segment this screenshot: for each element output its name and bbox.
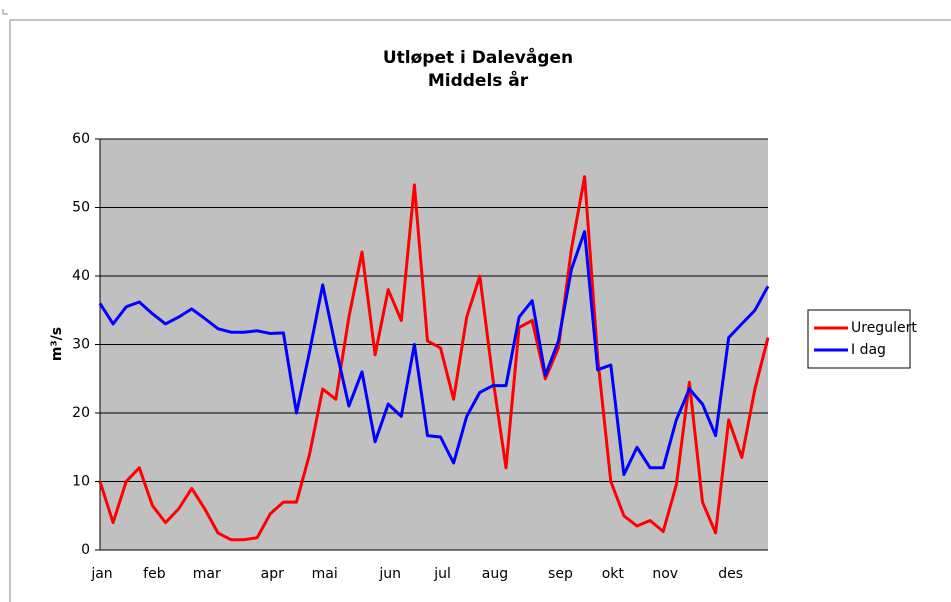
x-tick-label: okt — [602, 566, 625, 582]
x-tick-label: nov — [652, 566, 678, 582]
x-tick-label: aug — [482, 566, 508, 582]
x-tick-label: sep — [548, 566, 573, 582]
x-tick-label: mai — [312, 566, 338, 582]
series-line — [98, 230, 770, 477]
y-tick-label: 10 — [72, 474, 90, 490]
y-tick-label: 40 — [72, 268, 90, 284]
legend-label: I dag — [851, 342, 886, 358]
legend-box — [807, 309, 911, 369]
y-tick-label: 30 — [72, 337, 90, 353]
x-tick-label: jun — [378, 566, 401, 582]
legend-label: Uregulert — [851, 320, 917, 336]
chart-subtitle: Middels år — [428, 69, 529, 91]
x-tick-label: mar — [193, 566, 221, 582]
y-tick-label: 0 — [81, 542, 90, 558]
x-tick-label: jul — [433, 566, 451, 582]
chart-title: Utløpet i Dalevågen — [383, 46, 573, 68]
y-tick-label: 60 — [72, 131, 90, 147]
x-tick-label: feb — [143, 566, 166, 582]
series-line — [98, 175, 770, 542]
x-tick-label: des — [718, 566, 743, 582]
y-tick-label: 20 — [72, 405, 90, 421]
y-axis-label: m³/s — [49, 327, 65, 361]
x-tick-label: jan — [90, 566, 112, 582]
y-tick-label: 50 — [72, 200, 90, 216]
x-tick-label: apr — [261, 566, 284, 582]
